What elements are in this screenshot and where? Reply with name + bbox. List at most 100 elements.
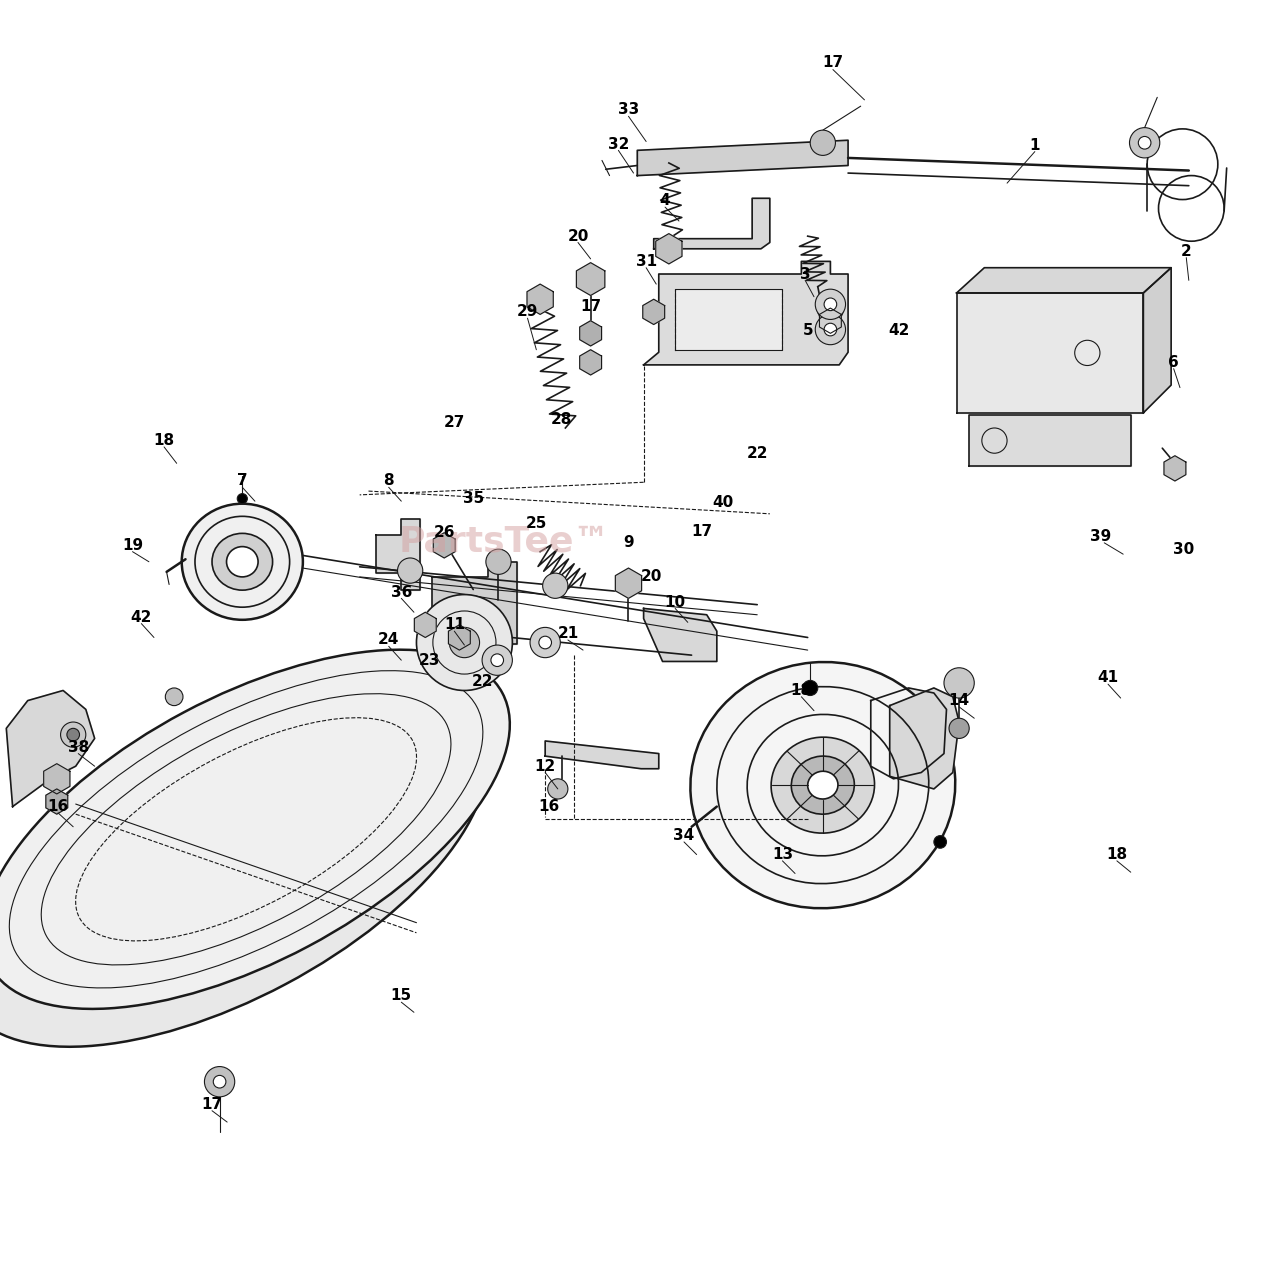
Polygon shape bbox=[376, 518, 420, 590]
Text: 20: 20 bbox=[568, 229, 588, 243]
Polygon shape bbox=[656, 234, 681, 264]
Text: 18: 18 bbox=[791, 684, 811, 698]
Circle shape bbox=[165, 687, 183, 705]
Text: 10: 10 bbox=[665, 595, 685, 609]
Polygon shape bbox=[957, 293, 1143, 413]
Circle shape bbox=[803, 681, 818, 695]
Circle shape bbox=[815, 289, 846, 320]
Polygon shape bbox=[45, 788, 68, 814]
Circle shape bbox=[1129, 128, 1160, 157]
Text: 19: 19 bbox=[122, 538, 143, 553]
Polygon shape bbox=[579, 349, 602, 375]
Text: 39: 39 bbox=[1090, 529, 1111, 544]
Circle shape bbox=[824, 324, 837, 335]
Text: 34: 34 bbox=[674, 828, 694, 844]
Circle shape bbox=[824, 298, 837, 311]
Polygon shape bbox=[579, 321, 602, 346]
Text: 22: 22 bbox=[471, 675, 493, 689]
Text: 36: 36 bbox=[391, 585, 411, 599]
Polygon shape bbox=[616, 568, 641, 598]
Ellipse shape bbox=[212, 534, 273, 590]
Text: 3: 3 bbox=[800, 266, 810, 282]
Text: 29: 29 bbox=[517, 305, 538, 320]
Text: 16: 16 bbox=[48, 799, 68, 814]
Text: 42: 42 bbox=[131, 609, 151, 625]
Text: 4: 4 bbox=[660, 193, 670, 209]
Text: 6: 6 bbox=[1169, 355, 1179, 370]
Polygon shape bbox=[448, 625, 471, 650]
Text: 13: 13 bbox=[772, 847, 793, 861]
Polygon shape bbox=[654, 198, 770, 248]
Text: 31: 31 bbox=[636, 253, 656, 269]
Text: 14: 14 bbox=[949, 692, 969, 708]
Text: 17: 17 bbox=[202, 1097, 222, 1112]
Text: 21: 21 bbox=[558, 626, 578, 641]
Polygon shape bbox=[1143, 268, 1171, 413]
Polygon shape bbox=[890, 687, 959, 788]
Text: 20: 20 bbox=[641, 570, 661, 585]
Text: 25: 25 bbox=[526, 516, 546, 531]
Text: 17: 17 bbox=[581, 300, 601, 315]
Text: 22: 22 bbox=[746, 445, 769, 461]
Polygon shape bbox=[957, 268, 1171, 293]
Polygon shape bbox=[637, 141, 848, 175]
Text: 38: 38 bbox=[68, 740, 88, 755]
Text: 1: 1 bbox=[1030, 138, 1040, 152]
Text: 17: 17 bbox=[692, 524, 712, 539]
Text: 27: 27 bbox=[444, 416, 464, 430]
Polygon shape bbox=[414, 612, 437, 637]
Polygon shape bbox=[642, 300, 665, 325]
Text: 11: 11 bbox=[444, 617, 464, 632]
Circle shape bbox=[944, 668, 974, 698]
Text: 32: 32 bbox=[608, 137, 628, 151]
Circle shape bbox=[543, 573, 568, 598]
Circle shape bbox=[491, 654, 504, 667]
Circle shape bbox=[486, 549, 511, 575]
Circle shape bbox=[530, 627, 560, 658]
Ellipse shape bbox=[771, 737, 875, 833]
Polygon shape bbox=[644, 261, 848, 365]
Circle shape bbox=[949, 718, 969, 739]
Polygon shape bbox=[433, 532, 456, 558]
Text: 8: 8 bbox=[384, 474, 394, 489]
Ellipse shape bbox=[690, 662, 955, 909]
Ellipse shape bbox=[791, 756, 854, 814]
Circle shape bbox=[548, 778, 568, 799]
Circle shape bbox=[61, 722, 86, 748]
Circle shape bbox=[237, 494, 247, 504]
Circle shape bbox=[449, 627, 480, 658]
Polygon shape bbox=[1164, 456, 1186, 481]
Text: 23: 23 bbox=[419, 653, 439, 668]
Circle shape bbox=[213, 1075, 226, 1088]
Polygon shape bbox=[969, 416, 1131, 466]
Polygon shape bbox=[644, 608, 717, 662]
Text: 5: 5 bbox=[803, 324, 813, 338]
Text: 15: 15 bbox=[391, 988, 411, 1004]
Polygon shape bbox=[545, 741, 659, 769]
Text: 12: 12 bbox=[535, 759, 555, 773]
Circle shape bbox=[1138, 137, 1151, 148]
Text: PartsTee™: PartsTee™ bbox=[399, 525, 611, 558]
Polygon shape bbox=[432, 562, 517, 644]
Text: 2: 2 bbox=[1181, 243, 1191, 259]
Text: 35: 35 bbox=[463, 492, 483, 506]
Text: 7: 7 bbox=[237, 474, 247, 489]
Circle shape bbox=[934, 836, 946, 849]
Text: 18: 18 bbox=[1107, 847, 1127, 861]
Text: 26: 26 bbox=[433, 525, 456, 540]
Text: 41: 41 bbox=[1098, 671, 1118, 685]
Circle shape bbox=[810, 131, 835, 155]
Polygon shape bbox=[6, 690, 95, 806]
Circle shape bbox=[67, 728, 80, 741]
Circle shape bbox=[815, 315, 846, 344]
Circle shape bbox=[204, 1066, 235, 1097]
Polygon shape bbox=[44, 764, 69, 794]
Text: 9: 9 bbox=[623, 535, 634, 550]
Text: 30: 30 bbox=[1174, 541, 1194, 557]
Ellipse shape bbox=[0, 650, 510, 1009]
Ellipse shape bbox=[182, 504, 303, 620]
Polygon shape bbox=[871, 687, 946, 778]
Text: 42: 42 bbox=[888, 324, 909, 338]
Circle shape bbox=[398, 558, 423, 584]
Text: 17: 17 bbox=[823, 55, 843, 69]
